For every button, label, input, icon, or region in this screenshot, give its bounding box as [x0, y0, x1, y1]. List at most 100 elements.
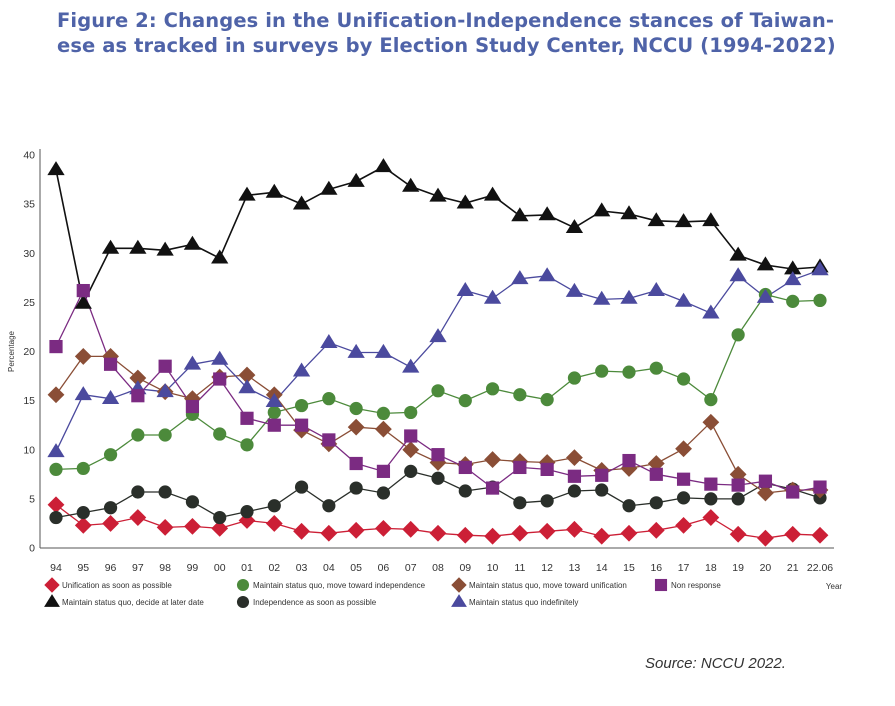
data-point [347, 343, 365, 358]
data-point [513, 388, 527, 402]
data-point [322, 499, 336, 513]
data-point [429, 187, 447, 202]
series-line [55, 293, 821, 471]
y-axis-label: Percentage [7, 330, 16, 371]
data-point [813, 480, 827, 494]
legend-label: Maintain status quo indefinitely [469, 598, 578, 607]
data-point [757, 529, 774, 547]
x-tick-label: 94 [50, 562, 62, 574]
data-point [49, 510, 63, 525]
x-tick-label: 04 [323, 562, 335, 574]
legend-entry: Maintain status quo, move toward unifica… [451, 577, 627, 593]
data-point [292, 195, 311, 210]
data-point [784, 525, 802, 543]
data-point [540, 494, 554, 508]
data-point [211, 350, 229, 365]
data-point [402, 520, 420, 538]
legend-marker [44, 594, 60, 607]
data-point [540, 393, 554, 407]
legend-marker [451, 594, 467, 607]
x-tick-label: 11 [514, 562, 525, 574]
data-point [758, 474, 773, 488]
legend-marker [236, 595, 250, 609]
legend-entry: Unification as soon as possible [44, 577, 172, 593]
y-tick-label: 15 [23, 395, 35, 407]
data-point [402, 358, 420, 373]
data-point [131, 428, 145, 442]
data-point [102, 515, 119, 532]
data-point [349, 401, 363, 416]
x-tick-label: 05 [350, 562, 362, 574]
data-point [485, 382, 500, 396]
data-point [374, 158, 393, 173]
data-point [483, 186, 502, 201]
x-tick-label: 97 [132, 562, 144, 574]
data-point [402, 177, 420, 192]
chart-legend: Unification as soon as possible Maintain … [44, 577, 721, 609]
data-point [320, 524, 338, 542]
data-point [538, 267, 556, 282]
data-point [238, 366, 256, 384]
data-point [129, 509, 147, 526]
x-tick-label: 13 [569, 562, 581, 574]
data-point [101, 390, 120, 405]
y-tick-label: 0 [29, 543, 35, 555]
data-point [704, 393, 718, 407]
data-point [593, 290, 611, 305]
data-point [158, 359, 172, 373]
data-point [131, 389, 145, 403]
data-point [185, 495, 200, 509]
data-point [813, 293, 827, 308]
data-point [704, 492, 718, 506]
data-point [49, 339, 63, 354]
data-point [294, 398, 309, 413]
data-point [647, 521, 665, 539]
data-point [567, 469, 582, 483]
legend-marker [44, 577, 60, 593]
data-point [375, 420, 392, 438]
figure-title-line-1: Figure 2: Changes in the Unification-Ind… [57, 9, 835, 32]
data-point [240, 438, 254, 452]
data-point [620, 524, 638, 542]
data-point [293, 522, 310, 540]
data-point [622, 365, 636, 379]
data-point [483, 289, 502, 304]
data-point [513, 460, 527, 475]
x-tick-label: 02 [268, 562, 280, 574]
figure-title: Figure 2: Changes in the Unification-Ind… [57, 8, 837, 58]
data-point [211, 249, 229, 264]
data-point [74, 386, 92, 401]
x-tick-label: 10 [487, 562, 499, 574]
legend-label: Unification as soon as possible [62, 581, 172, 590]
data-point [784, 260, 802, 275]
data-point [376, 486, 391, 500]
y-tick-label: 35 [23, 199, 35, 211]
data-point [456, 281, 474, 296]
data-point [622, 499, 636, 513]
data-point [103, 501, 118, 515]
data-point [183, 355, 202, 370]
legend-label: Independence as soon as possible [253, 598, 377, 607]
legend-entry: Independence as soon as possible [236, 595, 377, 609]
legend-entry: Non response [654, 578, 721, 592]
data-point [76, 283, 90, 298]
data-point [294, 480, 309, 494]
data-point [540, 462, 554, 476]
data-point [213, 372, 227, 386]
legend-marker [236, 578, 250, 592]
data-point [404, 405, 418, 420]
data-point [620, 289, 638, 304]
data-point [704, 477, 718, 491]
data-point [376, 406, 391, 420]
data-point [47, 496, 65, 514]
data-point [349, 456, 363, 471]
x-tick-label: 22.06 [807, 562, 833, 574]
data-point [456, 526, 474, 544]
data-point [265, 183, 283, 198]
x-tick-label: 12 [541, 562, 553, 574]
data-point [156, 383, 174, 398]
legend-label: Non response [671, 581, 721, 590]
legend-marker [451, 577, 467, 593]
data-point [702, 304, 720, 319]
y-tick-label: 30 [23, 248, 35, 260]
